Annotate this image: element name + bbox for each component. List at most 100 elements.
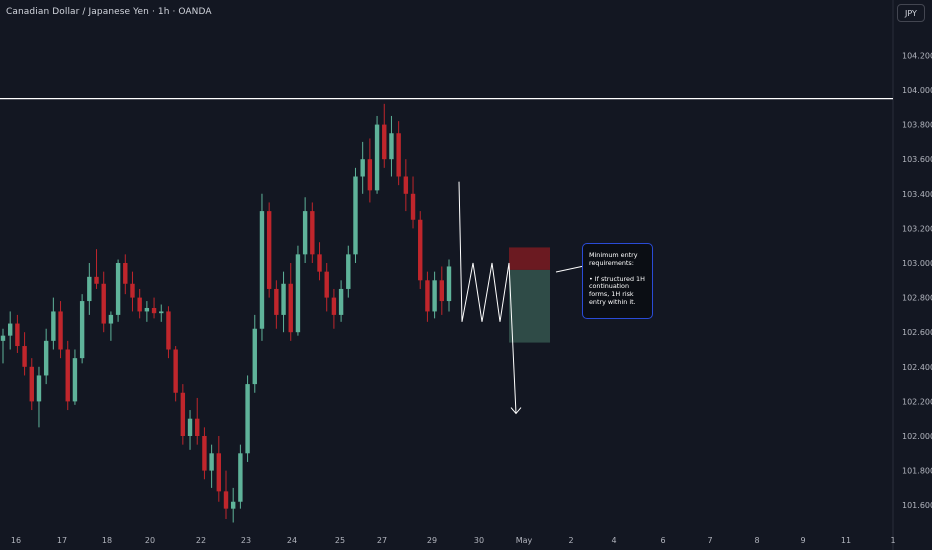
candle-body (29, 366, 34, 402)
candle-body (302, 211, 308, 255)
stop-loss-zone[interactable] (509, 247, 550, 270)
candle-body (346, 254, 351, 289)
candle-body (137, 297, 142, 312)
x-tick-label: 20 (145, 536, 155, 545)
x-tick-label: 8 (754, 536, 759, 545)
y-tick-label: 102.400 (902, 363, 932, 372)
candle-body (281, 283, 286, 315)
x-tick-label: 24 (287, 536, 297, 545)
candle-body (36, 375, 42, 402)
candle-body (94, 276, 99, 284)
y-tick-label: 103.400 (902, 190, 932, 199)
y-tick-label: 104.200 (902, 51, 932, 60)
candle-body (324, 271, 329, 298)
x-tick-label: 23 (241, 536, 251, 545)
y-axis[interactable]: 104.200 104.000 103.800 103.600 103.400 103.2… (902, 51, 932, 510)
candle-body (144, 307, 150, 312)
x-axis[interactable]: 16 17 18 20 22 23 24 25 27 29 30 May 2 4 6 7 8 9 11 1 (11, 536, 896, 545)
y-tick-label: 103.800 (902, 121, 932, 130)
x-tick-label: 27 (377, 536, 387, 545)
candle-body (274, 288, 279, 315)
x-tick-label: 6 (660, 536, 665, 545)
candle-body (72, 358, 78, 402)
y-tick-label: 101.600 (902, 501, 932, 510)
candle-body (130, 283, 135, 298)
candle-body (223, 491, 229, 509)
candle-body (159, 311, 164, 314)
candle-body (396, 133, 401, 177)
currency-button[interactable]: JPY (897, 4, 925, 22)
candle-body (382, 124, 387, 160)
note-line-2: • If structured 1H continuation forms, 1… (589, 274, 645, 306)
chart-title: Canadian Dollar / Japanese Yen · 1h · OA… (6, 7, 212, 17)
y-tick-label: 103.000 (902, 259, 932, 268)
candle-body (7, 323, 13, 336)
projection-arrow-head (510, 407, 522, 415)
x-tick-label: 25 (335, 536, 345, 545)
candle-body (374, 124, 380, 191)
candle-body (43, 340, 49, 376)
candle-body (410, 193, 416, 220)
candle-body (245, 384, 250, 454)
candle-body (259, 211, 265, 329)
y-tick-label: 102.000 (902, 432, 932, 441)
candle-body (432, 280, 437, 312)
y-tick-label: 101.800 (902, 467, 932, 476)
candle-body (151, 307, 157, 314)
projection-path[interactable] (458, 181, 517, 414)
x-tick-label: 1 (890, 536, 895, 545)
y-tick-label: 102.600 (902, 328, 932, 337)
candle-body (108, 314, 114, 324)
x-tick-label: 9 (800, 536, 805, 545)
x-tick-label: 17 (57, 536, 67, 545)
candle-body (216, 453, 222, 492)
candle-body (123, 263, 128, 284)
candle-body (317, 254, 322, 272)
candle-body (51, 311, 56, 341)
x-tick-label: 22 (196, 536, 206, 545)
candle-body (418, 219, 423, 281)
x-tick-label: 18 (102, 536, 112, 545)
y-tick-label: 103.200 (902, 224, 932, 233)
candle-body (310, 211, 315, 255)
candle-body (166, 311, 171, 350)
note-callout: Minimum entry requirements: • If structu… (582, 243, 653, 319)
x-tick-label: May (516, 536, 533, 545)
candle-body (252, 328, 257, 385)
x-tick-label: 2 (568, 536, 573, 545)
candle-body (79, 301, 85, 359)
callout-pointer (555, 265, 585, 273)
candle-body (439, 280, 445, 302)
candle-body (446, 266, 452, 302)
candle-body (173, 349, 178, 393)
candle-body (15, 323, 20, 347)
candle-body (338, 288, 344, 315)
candle-body (403, 176, 409, 194)
candle-body (331, 297, 337, 315)
candle-body (360, 159, 365, 177)
x-tick-label: 16 (11, 536, 21, 545)
x-tick-label: 4 (611, 536, 616, 545)
y-tick-label: 103.600 (902, 155, 932, 164)
x-tick-label: 30 (474, 536, 484, 545)
y-tick-label: 104.000 (902, 86, 932, 95)
candles-group (0, 103, 452, 523)
candle-body (295, 254, 301, 333)
take-profit-zone[interactable] (509, 269, 550, 343)
candle-body (202, 436, 207, 471)
candle-body (187, 418, 193, 436)
candle-body (87, 276, 92, 302)
candle-body (389, 133, 394, 160)
candle-body (65, 349, 70, 402)
x-tick-label: 7 (707, 536, 712, 545)
candle-body (0, 335, 6, 341)
candle-body (180, 392, 186, 436)
candle-body (266, 211, 272, 289)
x-tick-label: 29 (427, 536, 437, 545)
x-tick-label: 11 (841, 536, 851, 545)
y-tick-label: 102.200 (902, 397, 932, 406)
candle-body (238, 453, 243, 502)
candle-body (209, 453, 214, 471)
candle-body (425, 280, 430, 312)
